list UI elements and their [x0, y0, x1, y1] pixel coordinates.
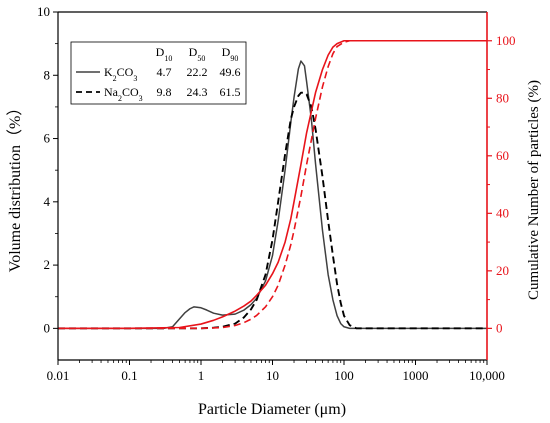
series-layer	[58, 39, 487, 330]
legend-value-na2co3-d50: 24.3	[187, 85, 208, 99]
x-tick-label: 1000	[403, 368, 429, 383]
y-left-tick-label: 4	[44, 194, 51, 209]
y-left-axis-label: Volume distribution（%）	[6, 100, 24, 273]
y-right-tick-label: 40	[496, 205, 509, 220]
y-left-tick-label: 8	[44, 67, 51, 82]
y-right-tick-label: 100	[496, 33, 516, 48]
series-line-na2co3-cumulative	[58, 39, 487, 330]
ticks-layer: 0.01 0.1 1 10 100 1000 10,00002468100204060801…	[37, 4, 516, 383]
series-line-k2co3	[58, 60, 487, 330]
x-axis-label: Particle Diameter (μm)	[198, 401, 346, 418]
y-right-tick-label: 80	[496, 90, 509, 105]
legend: D10 D50 D90 K2CO3 4.7 22.2 49.6 Na2CO3 9…	[70, 41, 247, 105]
y-right-tick-label: 20	[496, 263, 509, 278]
y-right-tick-label: 60	[496, 148, 509, 163]
legend-value-na2co3-d90: 61.5	[220, 85, 241, 99]
legend-box	[70, 41, 247, 105]
series-line-na2co3	[58, 91, 487, 330]
x-tick-label: 0.01	[47, 368, 70, 383]
x-tick-label: 10,000	[469, 368, 505, 383]
x-tick-label: 0.1	[121, 368, 137, 383]
y-left-tick-label: 6	[44, 131, 51, 146]
y-left-tick-label: 10	[37, 4, 50, 19]
y-right-axis-label: Cumulative Number of particles (%)	[526, 80, 542, 300]
legend-label-na2co3: Na2CO3	[104, 85, 143, 103]
series-line-k2co3-cumulative	[58, 39, 487, 330]
y-right-tick-label: 0	[496, 320, 503, 335]
legend-value-na2co3-d10: 9.8	[157, 85, 172, 99]
legend-value-k2co3-d10: 4.7	[157, 65, 172, 79]
y-left-tick-label: 2	[44, 257, 51, 272]
x-tick-label: 10	[266, 368, 279, 383]
legend-label-k2co3: K2CO3	[104, 65, 137, 83]
legend-value-k2co3-d90: 49.6	[220, 65, 241, 79]
legend-value-k2co3-d50: 22.2	[187, 65, 208, 79]
x-tick-label: 100	[334, 368, 354, 383]
y-left-tick-label: 0	[44, 320, 51, 335]
x-tick-label: 1	[198, 368, 205, 383]
